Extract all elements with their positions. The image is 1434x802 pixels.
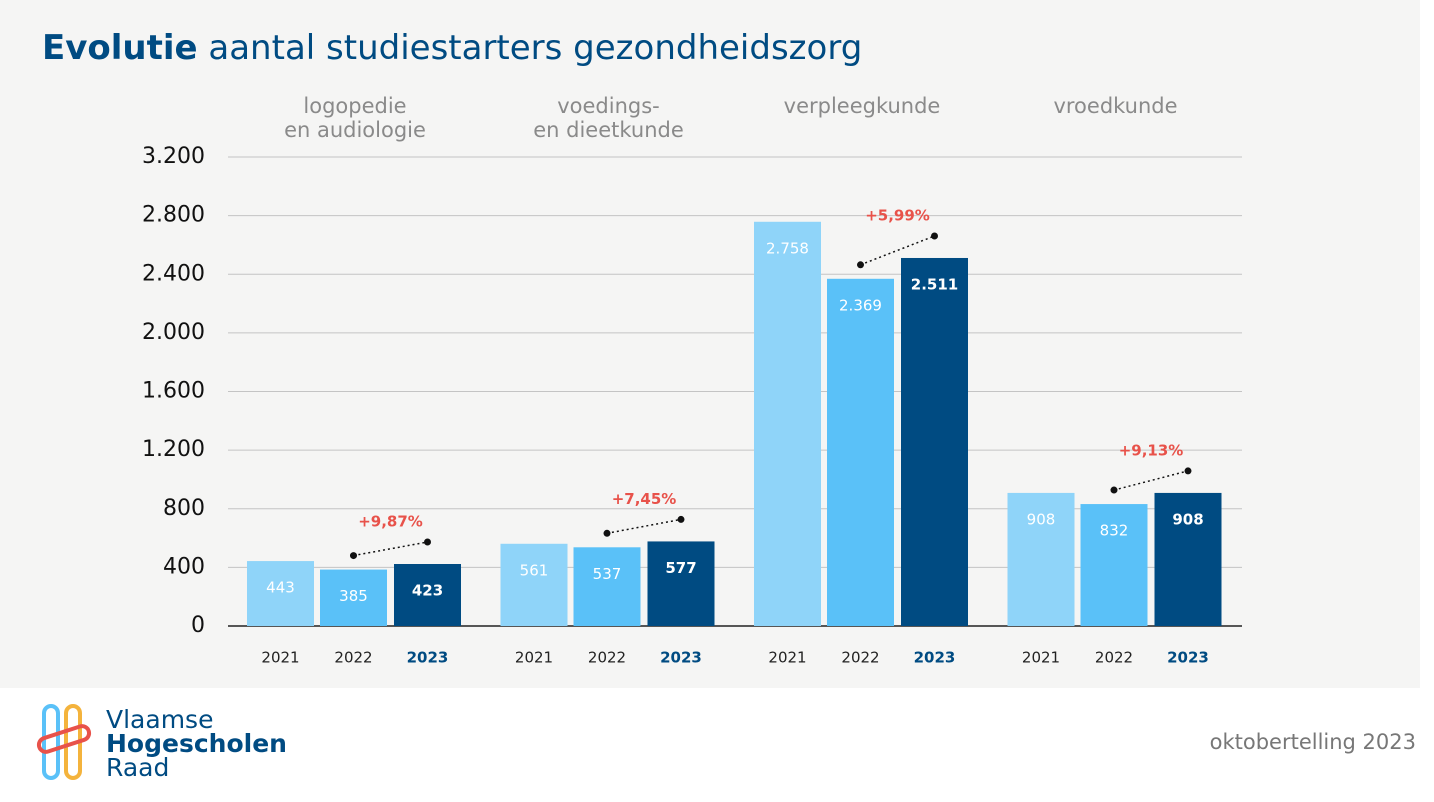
bar [901, 257, 968, 626]
value-label: 2.758 [766, 239, 809, 257]
value-label: 443 [266, 579, 295, 597]
value-label: 908 [1172, 510, 1203, 528]
bar [754, 221, 821, 626]
x-tick-label: 2021 [1022, 649, 1060, 667]
y-tick-label: 2.800 [142, 203, 205, 228]
bar [247, 561, 314, 626]
value-label: 832 [1100, 522, 1129, 540]
trend-line [353, 541, 428, 557]
x-tick-label: 2023 [660, 649, 702, 667]
trend-dot [931, 232, 938, 240]
source: oktobertelling 2023 [1209, 730, 1416, 754]
change-label: +5,99% [865, 206, 930, 224]
bar [647, 541, 715, 626]
bar [1154, 492, 1222, 626]
bar [1080, 504, 1148, 626]
y-tick-label: 2.400 [142, 261, 205, 286]
x-tick-label: 2023 [407, 649, 449, 667]
category-label: verpleegkunde [783, 94, 941, 118]
chart: 0 400 800 1.200 1.600 2.000 2.400 2.800 3.200 443… [142, 144, 1242, 667]
trend-dot [424, 538, 431, 546]
bar [1007, 492, 1075, 626]
trend-line [860, 235, 935, 266]
y-tick-label: 400 [163, 554, 205, 579]
change-label: +9,13% [1119, 441, 1184, 459]
x-tick-label: 2022 [1095, 649, 1133, 667]
category-label: voedings- en dieetkunde [533, 94, 684, 142]
y-tick-label: 800 [163, 496, 205, 521]
y-tick-label: 1.600 [142, 379, 205, 404]
title: Evolutie aantal studiestarters gezondhei… [42, 28, 862, 68]
x-tick-label: 2021 [768, 649, 806, 667]
trend-dot [603, 529, 611, 537]
value-label: 561 [520, 561, 549, 579]
title-emphasis: Evolutie [42, 28, 198, 68]
value-label: 537 [593, 565, 622, 583]
trend-dot [857, 261, 864, 269]
category-label: vroedkunde [1053, 94, 1178, 118]
bar [573, 547, 641, 626]
x-tick-label: 2021 [261, 649, 299, 667]
y-tick-label: 3.200 [142, 144, 205, 169]
x-tick-label: 2022 [588, 649, 626, 667]
logo-mark [36, 704, 92, 780]
value-label: 423 [412, 582, 443, 600]
trend-line [606, 518, 682, 535]
value-label: 577 [665, 559, 696, 577]
value-label: 2.369 [839, 296, 882, 314]
bar [394, 564, 461, 626]
x-tick-label: 2023 [1167, 649, 1209, 667]
trend-dot [350, 552, 357, 560]
change-label: +9,87% [358, 513, 423, 531]
bar [500, 543, 568, 626]
value-label: 385 [339, 587, 368, 605]
logo-line: Hogescholen [106, 729, 287, 758]
trend-dot [677, 515, 685, 523]
y-tick-label: 0 [191, 613, 205, 638]
x-tick-label: 2022 [334, 649, 372, 667]
category-label: logopedie en audiologie [284, 94, 426, 142]
value-label: 908 [1027, 510, 1056, 528]
change-label: +7,45% [612, 490, 677, 508]
trend-line [1113, 470, 1189, 491]
value-label: 2.511 [911, 275, 958, 293]
logo-line: Vlaamse [106, 705, 214, 734]
x-tick-label: 2023 [914, 649, 956, 667]
logo-line: Raad [106, 753, 170, 782]
x-tick-label: 2021 [515, 649, 553, 667]
bar [320, 569, 387, 626]
y-tick-label: 1.200 [142, 437, 205, 462]
y-tick-label: 2.000 [142, 320, 205, 345]
trend-dot [1184, 467, 1192, 475]
bar [827, 278, 894, 626]
trend-dot [1110, 486, 1118, 494]
title-text: aantal studiestarters gezondheidszorg [208, 28, 863, 68]
x-tick-label: 2022 [841, 649, 879, 667]
